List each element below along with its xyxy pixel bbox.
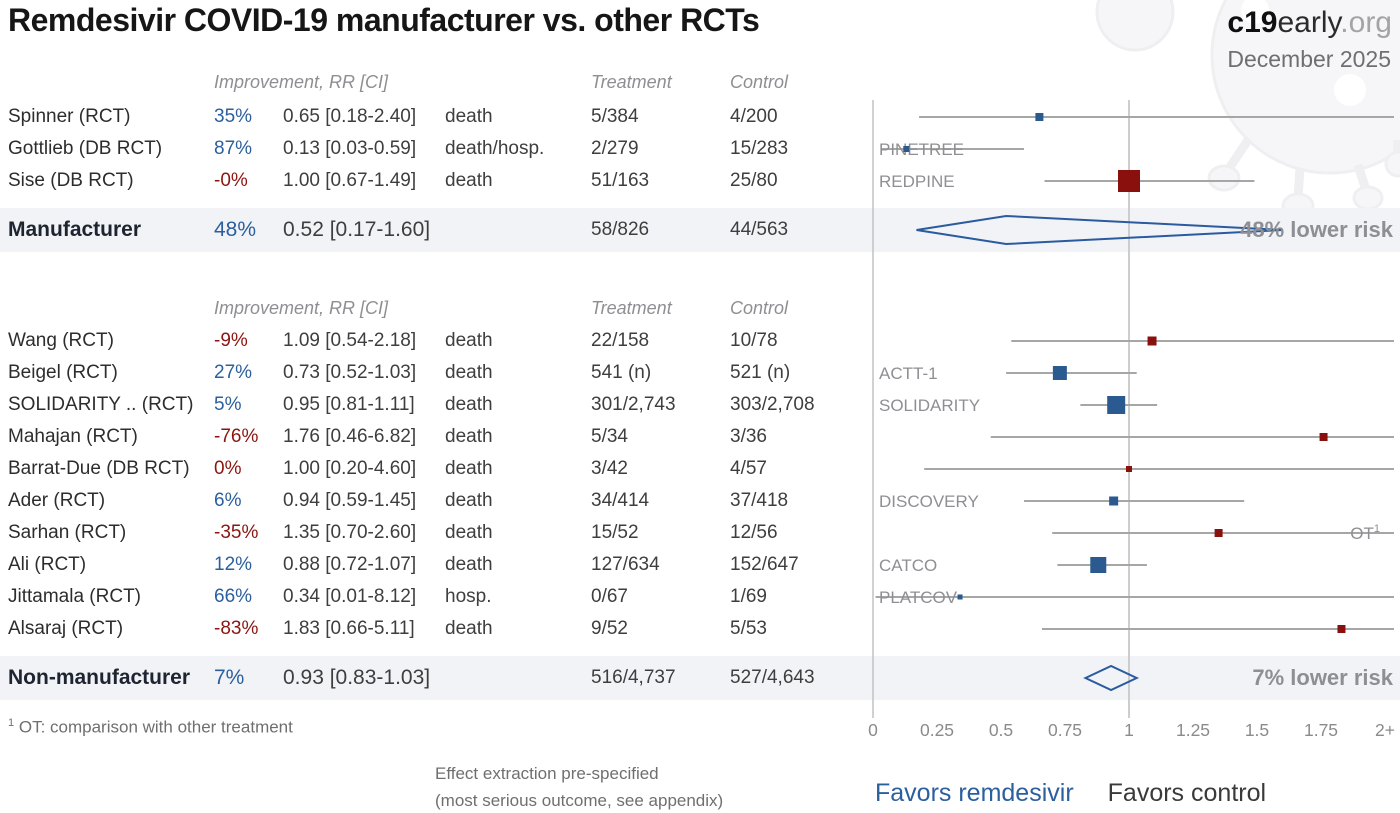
footnote: 1 OT: comparison with other treatment [8,717,293,738]
site-logo-regular: early [1277,6,1341,39]
footnote-text: OT: comparison with other treatment [18,717,293,737]
footnote-sup: 1 [8,717,15,729]
site-logo-bold: c19 [1227,6,1278,39]
extraction-note: Effect extraction pre-specified (most se… [435,760,723,813]
summary-band-bg [0,208,1400,252]
site-logo: c19early.org [1227,6,1392,40]
extraction-note-line2: (most serious outcome, see appendix) [435,791,724,810]
summary-band-bg [0,656,1400,700]
page-title: Remdesivir COVID-19 manufacturer vs. oth… [8,2,760,38]
favors-control-label: Favors control [1107,779,1267,807]
date-label: December 2025 [1227,46,1391,72]
extraction-note-line1: Effect extraction pre-specified [435,764,659,783]
favors-labels: Favors remdesivir Favors control [875,779,1266,808]
site-logo-suffix: .org [1340,6,1392,39]
favors-treatment-label: Favors remdesivir [875,779,1074,807]
